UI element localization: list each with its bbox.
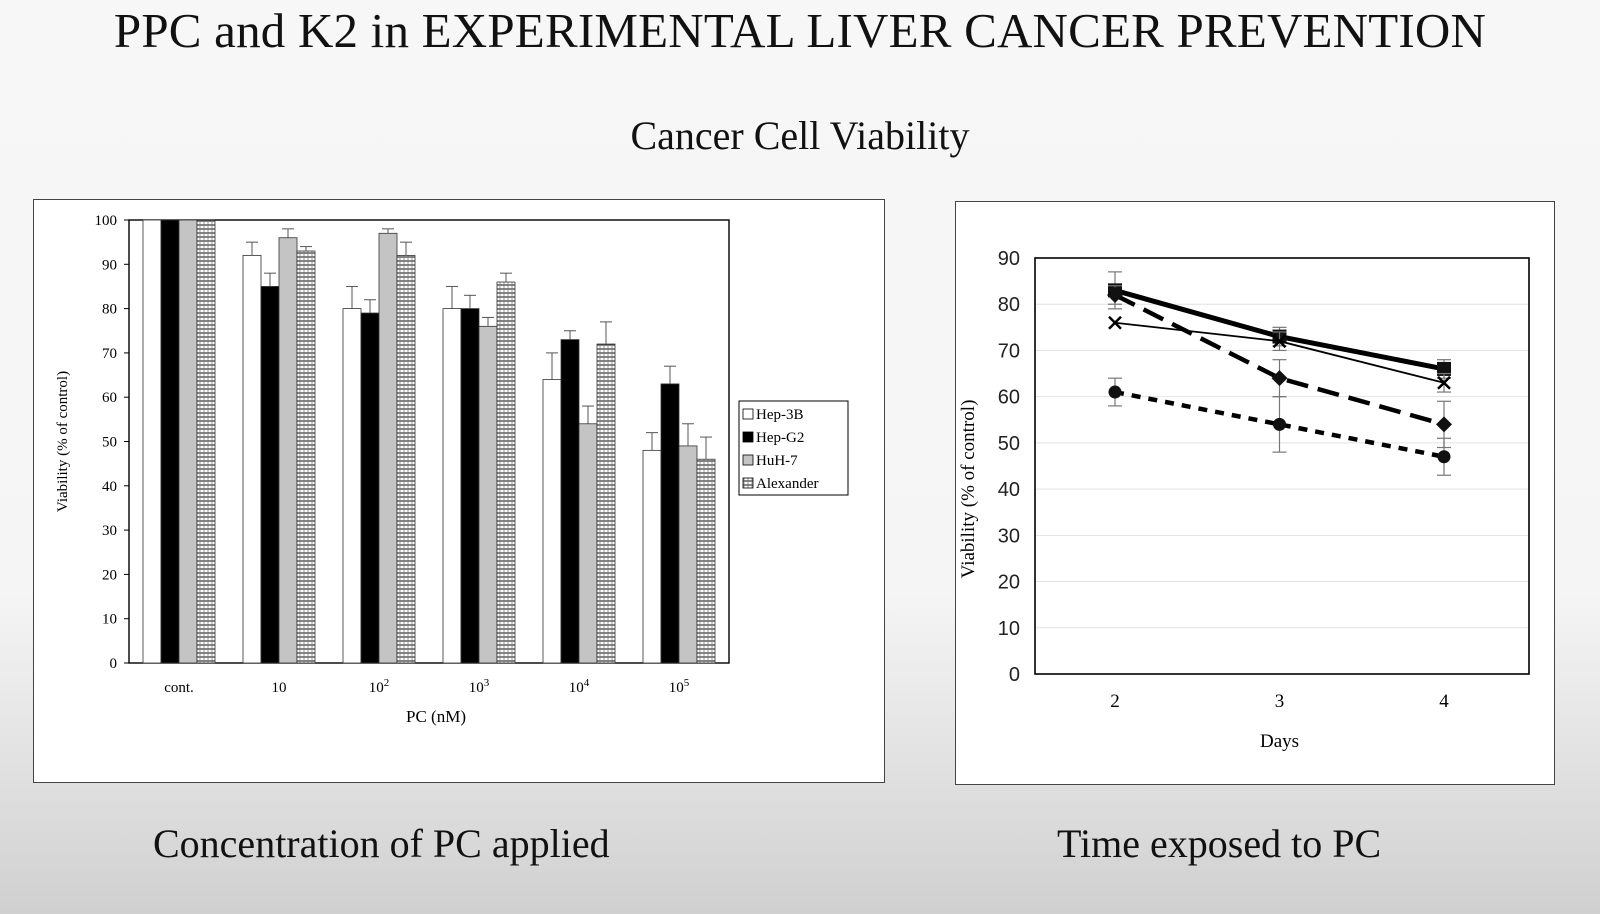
bar: [178, 219, 198, 664]
y-tick-label: 70: [998, 340, 1020, 362]
legend-label: Hep-G2: [756, 430, 804, 446]
bar: [378, 232, 398, 664]
y-tick-label: 100: [95, 213, 118, 229]
x-tick-label: 4: [1439, 691, 1449, 712]
y-tick-label: 90: [998, 248, 1020, 270]
bar: [260, 286, 280, 664]
bar: [560, 339, 580, 664]
legend-swatch: [742, 431, 754, 443]
series-line: [1114, 389, 1445, 459]
bar-chart: 0 10 20 30 40 50 60 70 80 90 100 cont. 10 102 103 104 10…: [55, 213, 849, 726]
y-tick-label: 30: [102, 523, 117, 539]
bar: [242, 255, 262, 664]
y-tick-label: 80: [102, 302, 117, 318]
data-point-square: [1437, 361, 1451, 376]
x-stroke: [1108, 315, 1122, 330]
bar-chart-panel: 0 10 20 30 40 50 60 70 80 90 100 cont. 10 102 103 104 10…: [33, 199, 885, 783]
bar: [596, 343, 616, 664]
bar: [196, 219, 216, 664]
bar: [696, 458, 716, 664]
x-tick-label: 2: [1110, 691, 1120, 712]
x-axis-title: Days: [1260, 731, 1299, 752]
caption-left: Concentration of PC applied: [153, 821, 610, 866]
y-tick-label: 40: [998, 479, 1020, 501]
bar: [396, 255, 416, 664]
x-tick-label: 10: [272, 680, 287, 696]
x-tick-label: cont.: [164, 680, 194, 696]
x-stroke: [1437, 375, 1451, 390]
bar: [660, 383, 680, 664]
legend-box: [738, 400, 849, 496]
data-point-x: [1108, 315, 1122, 330]
y-tick-label: 80: [998, 294, 1020, 316]
y-tick-label: 50: [102, 435, 117, 451]
caption-right: Time exposed to PC: [1057, 821, 1382, 866]
y-tick-label: 0: [110, 656, 118, 672]
slide-subtitle: Cancer Cell Viability: [630, 113, 970, 158]
legend-label: Alexander: [756, 476, 818, 492]
legend-label: Hep-3B: [756, 407, 804, 423]
plot-frame: [1034, 257, 1530, 675]
bar: [578, 423, 598, 664]
bar: [142, 219, 162, 664]
bar: [496, 281, 516, 664]
legend-swatch: [742, 408, 754, 420]
x-axis-title: PC (nM): [406, 707, 466, 726]
y-tick-label: 60: [998, 387, 1020, 409]
y-tick-label: 70: [102, 346, 117, 362]
legend-swatch: [742, 454, 754, 466]
legend-label: HuH-7: [756, 453, 798, 469]
bar: [678, 445, 698, 664]
data-point-circle: [1108, 385, 1122, 399]
y-axis-title: Viability (% of control): [958, 400, 979, 579]
y-tick-label: 50: [998, 433, 1020, 455]
y-tick-label: 20: [998, 572, 1020, 594]
x-tick-label: 103: [469, 677, 490, 696]
data-point-diamond: [1436, 416, 1452, 433]
line-chart: 0 10 20 30 40 50 60 70 80 90 2 3 4 Days Viability (% o…: [958, 248, 1530, 752]
line-chart-panel: 0 10 20 30 40 50 60 70 80 90 2 3 4 Days Viability (% o…: [955, 201, 1555, 785]
y-tick-label: 30: [998, 525, 1020, 547]
bar: [342, 308, 362, 664]
y-tick-label: 90: [102, 257, 117, 273]
legend-swatch: [742, 477, 754, 489]
bar: [278, 237, 298, 664]
bar: [160, 219, 180, 664]
data-point-circle: [1437, 450, 1451, 464]
data-point-diamond: [1107, 286, 1123, 303]
data-point-circle: [1273, 417, 1286, 431]
data-point-diamond: [1271, 370, 1288, 387]
bar: [542, 379, 562, 664]
bar: [442, 308, 462, 664]
y-tick-label: 20: [102, 567, 117, 583]
y-tick-label: 10: [998, 618, 1020, 640]
x-stroke: [1272, 334, 1287, 349]
y-tick-label: 0: [1009, 664, 1020, 686]
bar: [460, 308, 480, 664]
x-tick-label: 104: [569, 677, 590, 696]
x-tick-label: 102: [369, 677, 390, 696]
bar: [642, 449, 662, 664]
y-axis-title: Viability (% of control): [55, 371, 71, 512]
bar: [478, 325, 498, 664]
data-point-x: [1272, 334, 1287, 349]
series-line: [1113, 292, 1445, 427]
y-tick-label: 60: [102, 390, 117, 406]
bar: [296, 250, 316, 664]
data-point-x: [1437, 375, 1451, 390]
x-tick-label: 105: [669, 677, 690, 696]
plot-frame: [128, 219, 730, 664]
y-tick-label: 10: [102, 612, 117, 628]
x-tick-label: 3: [1275, 691, 1285, 712]
slide-title: PPC and K2 in EXPERIMENTAL LIVER CANCER …: [113, 3, 1487, 58]
y-tick-label: 40: [102, 479, 117, 495]
bar: [360, 312, 380, 664]
